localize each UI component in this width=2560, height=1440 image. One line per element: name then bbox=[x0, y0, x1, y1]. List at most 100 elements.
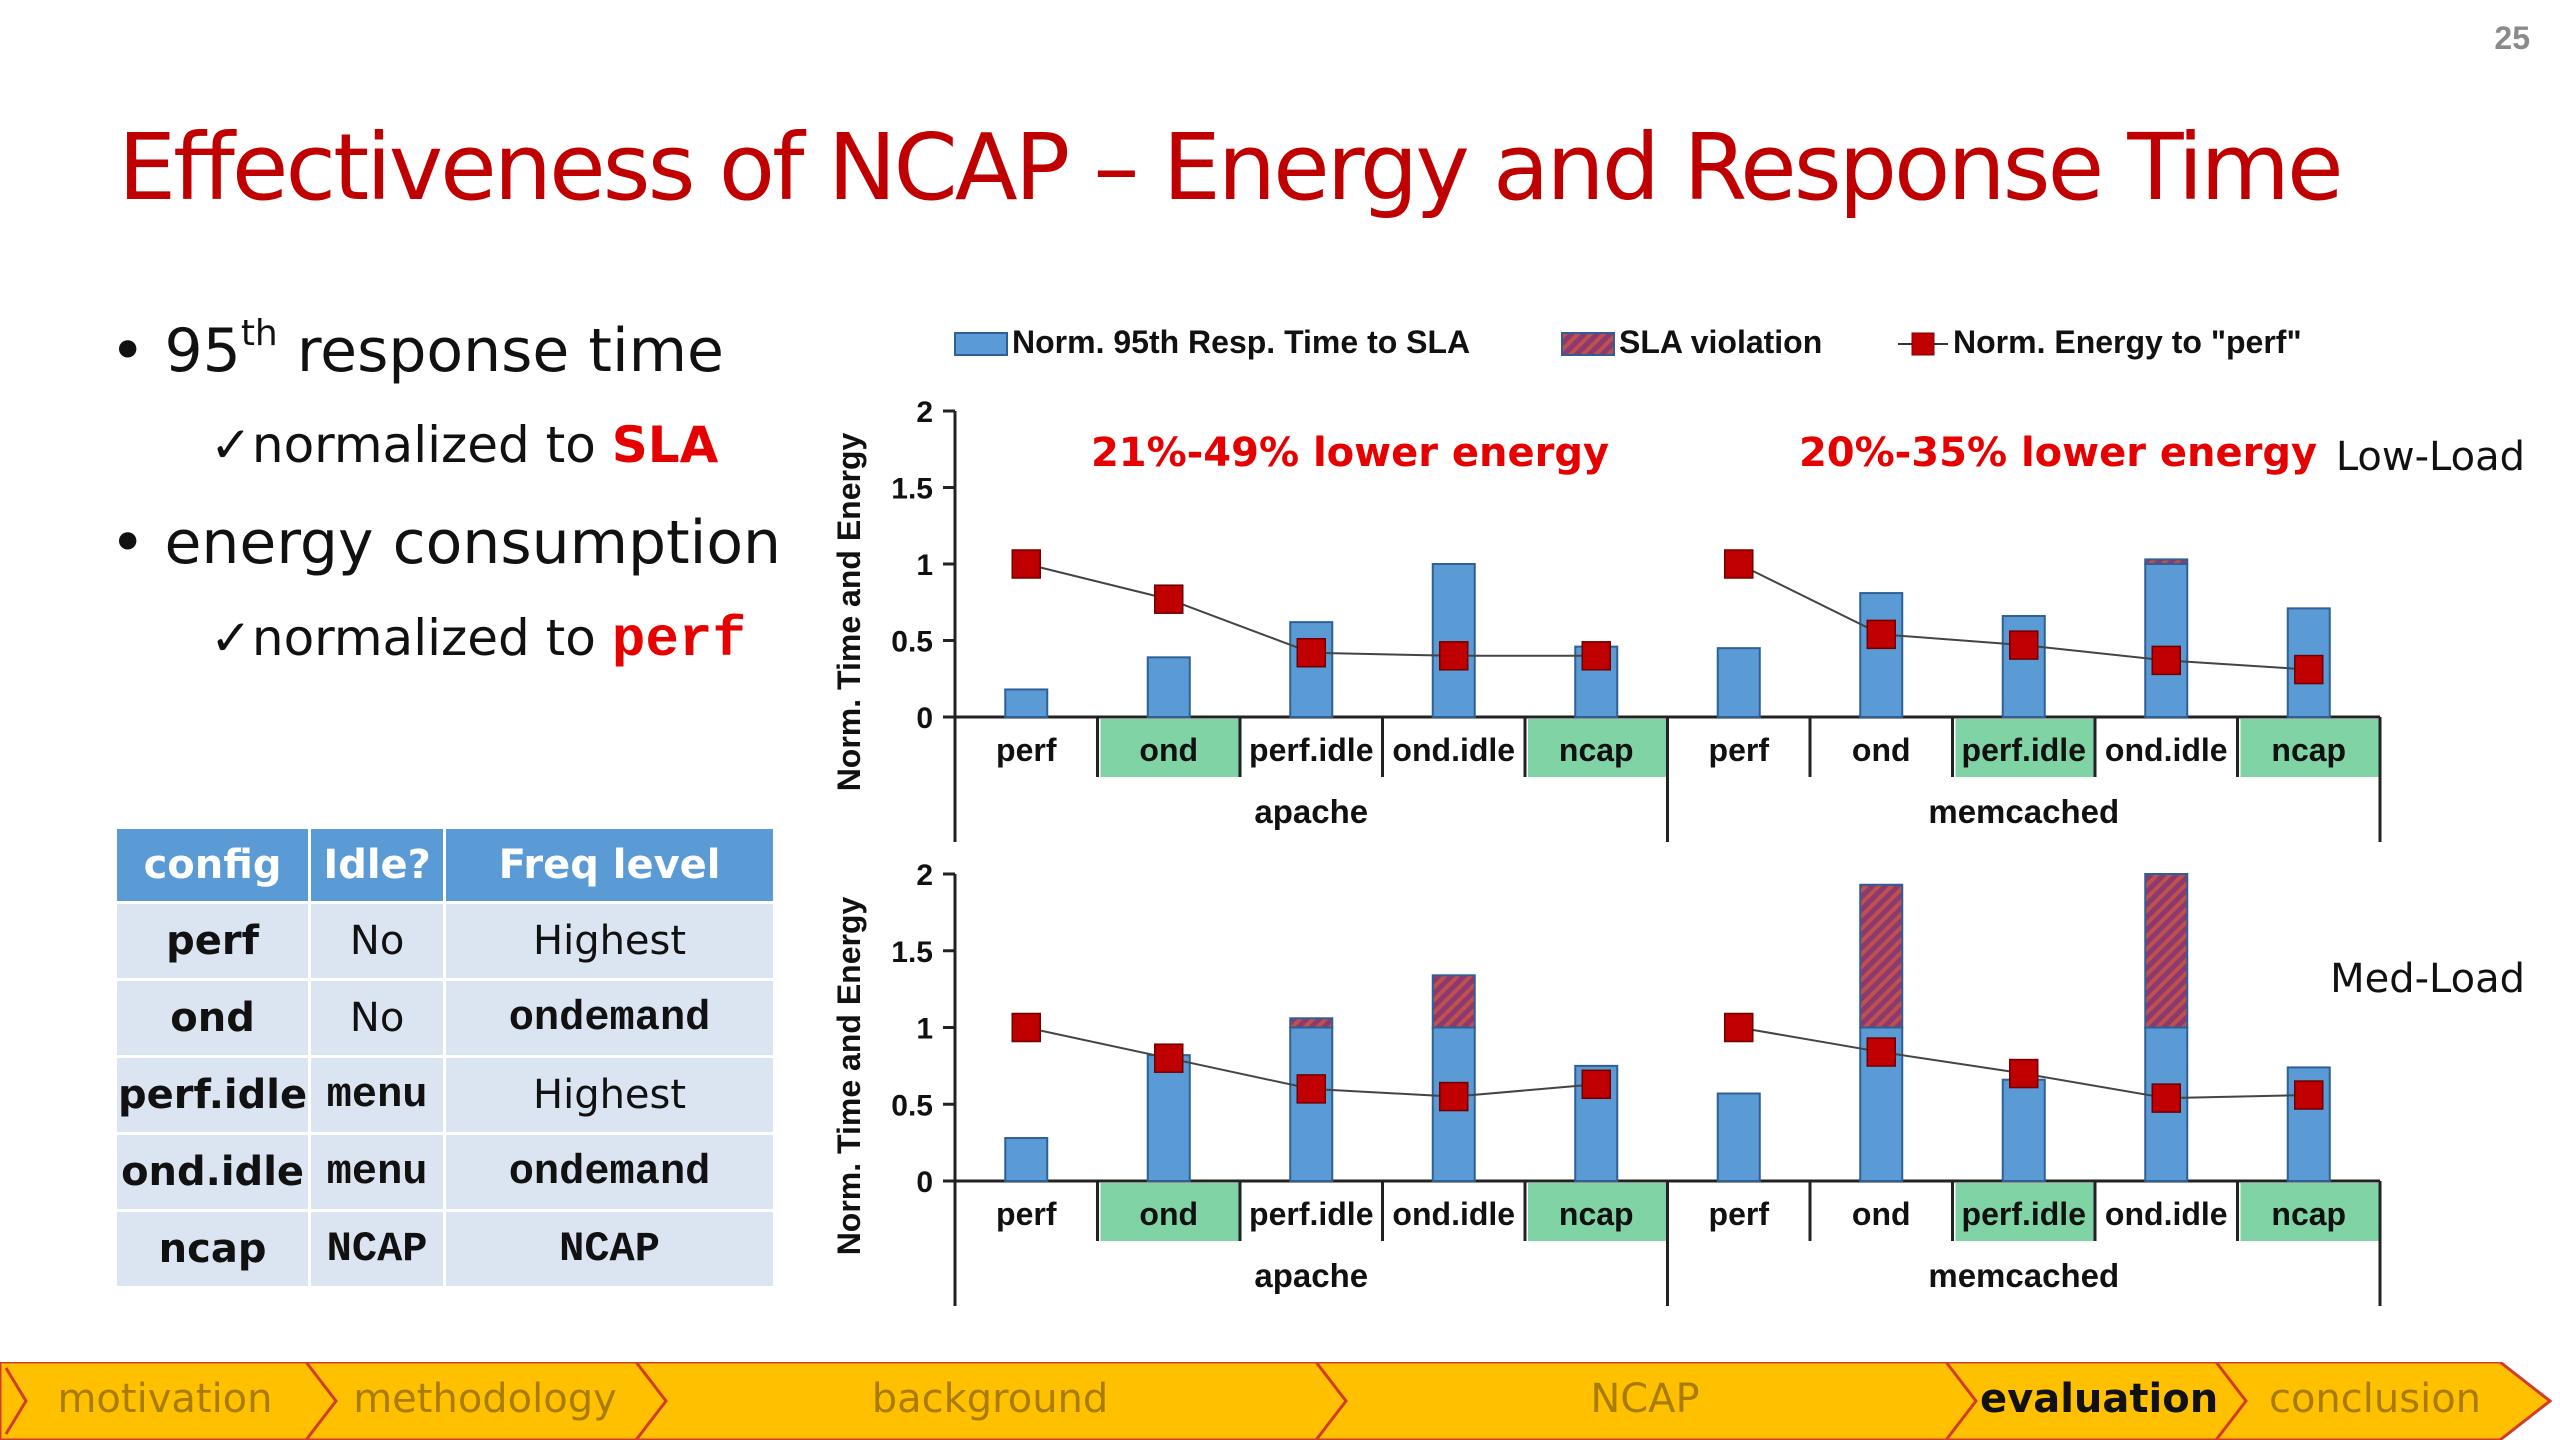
x-tick-label: perf bbox=[1709, 732, 1770, 768]
table-header-row: config Idle? Freq level bbox=[117, 829, 773, 901]
x-tick-label: perf bbox=[1709, 1196, 1770, 1232]
x-group-label: apache bbox=[1254, 793, 1368, 830]
panel-label: Low-Load bbox=[2336, 434, 2525, 480]
energy-marker bbox=[2151, 1083, 2181, 1113]
breadcrumb-item-motivation[interactable]: motivation bbox=[57, 1376, 273, 1422]
energy-marker bbox=[1724, 1012, 1754, 1043]
table-row: ond.idle menu ondemand bbox=[117, 1135, 773, 1209]
table-cell: No bbox=[311, 981, 444, 1055]
breadcrumb-item-conclusion[interactable]: conclusion bbox=[2268, 1376, 2482, 1422]
breadcrumb-chevron bbox=[2214, 1362, 2248, 1440]
y-tick-label: 2 bbox=[916, 859, 933, 892]
x-group-label: apache bbox=[1254, 1257, 1368, 1294]
breadcrumb-background bbox=[0, 1362, 2553, 1440]
breadcrumb-item-methodology[interactable]: methodology bbox=[353, 1376, 617, 1422]
y-tick-label: 1.5 bbox=[891, 936, 933, 969]
category-highlight bbox=[1955, 1183, 2094, 1241]
bar bbox=[1289, 621, 1334, 719]
perf-highlight: perf bbox=[611, 608, 747, 672]
energy-marker bbox=[1866, 619, 1896, 650]
category-highlight bbox=[1100, 719, 1239, 777]
energy-marker bbox=[2009, 1058, 2039, 1089]
table-cell: NCAP bbox=[446, 1212, 773, 1286]
x-tick-label: ncap bbox=[2271, 732, 2346, 768]
bullet-superscript: th bbox=[240, 313, 278, 354]
table-row: ond No ondemand bbox=[117, 981, 773, 1055]
category-highlight bbox=[2240, 1183, 2379, 1241]
y-tick-label: 0.5 bbox=[891, 1089, 933, 1122]
breadcrumb-item-ncap[interactable]: NCAP bbox=[1590, 1376, 1700, 1422]
x-tick-label: ond.idle bbox=[2105, 1196, 2228, 1232]
energy-marker bbox=[2151, 645, 2181, 676]
energy-marker bbox=[1581, 641, 1611, 671]
legend-violation-label: SLA violation bbox=[1619, 324, 1822, 360]
breadcrumb-bar bbox=[0, 1362, 2553, 1440]
y-tick-label: 1 bbox=[916, 1013, 933, 1046]
violation-bar bbox=[2144, 558, 2189, 565]
violation-bar bbox=[1431, 974, 1476, 1029]
y-tick-label: 0 bbox=[916, 702, 933, 735]
x-tick-label: ncap bbox=[2271, 1196, 2346, 1232]
config-table: config Idle? Freq level perf No Highest … bbox=[114, 826, 776, 1289]
breadcrumb-chevron bbox=[1944, 1362, 1978, 1440]
bar bbox=[1289, 1026, 1334, 1182]
slide-title: Effectiveness of NCAP – Energy and Respo… bbox=[118, 114, 2344, 221]
legend-bar-label: Norm. 95th Resp. Time to SLA bbox=[1012, 324, 1470, 360]
slide-number: 25 bbox=[2494, 20, 2530, 56]
violation-bar bbox=[1859, 883, 1904, 1029]
charts-area: Norm. 95th Resp. Time to SLA SLA violati… bbox=[831, 324, 2525, 1306]
column-header: Idle? bbox=[311, 829, 444, 901]
x-tick-label: ond.idle bbox=[1392, 1196, 1515, 1232]
y-tick-label: 1 bbox=[916, 549, 933, 582]
x-tick-label: ond bbox=[1139, 732, 1198, 768]
y-axis-label: Norm. Time and Energy bbox=[831, 896, 867, 1255]
table-cell: perf bbox=[117, 904, 309, 978]
table-cell: No bbox=[311, 904, 444, 978]
breadcrumb-chevron bbox=[304, 1362, 338, 1440]
x-tick-label: ond.idle bbox=[1392, 732, 1515, 768]
bar bbox=[1431, 563, 1476, 718]
breadcrumb-item-evaluation[interactable]: evaluation bbox=[1980, 1376, 2219, 1422]
table-cell: perf.idle bbox=[117, 1058, 309, 1132]
legend-violation-swatch bbox=[1561, 332, 1615, 356]
sla-highlight: SLA bbox=[611, 416, 719, 474]
y-tick-label: 2 bbox=[916, 396, 933, 429]
column-header: config bbox=[117, 829, 309, 901]
breadcrumb-item-background[interactable]: background bbox=[871, 1376, 1109, 1422]
legend-marker-swatch bbox=[1911, 332, 1935, 356]
bullet-text: response time bbox=[277, 316, 724, 386]
energy-marker bbox=[1154, 1043, 1184, 1073]
sub-bullet-text: ✓normalized to bbox=[210, 609, 612, 667]
x-tick-label: perf.idle bbox=[1962, 1196, 2086, 1232]
bar bbox=[1716, 1092, 1761, 1183]
table-cell: Highest bbox=[446, 1058, 773, 1132]
column-header: Freq level bbox=[446, 829, 773, 901]
bar bbox=[1004, 688, 1049, 719]
violation-bar bbox=[1289, 1017, 1334, 1029]
energy-marker bbox=[1296, 637, 1326, 668]
table-cell: ond.idle bbox=[117, 1135, 309, 1209]
bar bbox=[1146, 656, 1191, 719]
x-group-label: memcached bbox=[1928, 1257, 2119, 1294]
energy-marker bbox=[1011, 549, 1041, 579]
table-cell: NCAP bbox=[311, 1212, 444, 1286]
panel-label: Med-Load bbox=[2330, 956, 2525, 1002]
energy-marker bbox=[1439, 1081, 1469, 1112]
energy-marker bbox=[1581, 1069, 1611, 1100]
x-tick-label: ond.idle bbox=[2105, 732, 2228, 768]
chart-panel-med-load: 0 0.5 1 1.5 2 Norm. Time and Energy perf ond per… bbox=[831, 859, 2525, 1306]
category-highlight bbox=[1100, 1183, 1239, 1241]
bullet-text: • 95 bbox=[110, 316, 241, 386]
category-highlight bbox=[1955, 719, 2094, 777]
x-tick-label: ncap bbox=[1559, 1196, 1634, 1232]
x-tick-label: perf.idle bbox=[1962, 732, 2086, 768]
x-tick-label: ncap bbox=[1559, 732, 1634, 768]
y-tick-label: 1.5 bbox=[891, 473, 933, 506]
x-tick-label: ond bbox=[1852, 732, 1911, 768]
category-highlight bbox=[1528, 1183, 1667, 1241]
sub-bullet-text: ✓normalized to bbox=[210, 416, 612, 474]
chart-annotation: 21%-49% lower energy bbox=[1091, 430, 1609, 476]
breadcrumb-chevron bbox=[1314, 1362, 1348, 1440]
energy-marker bbox=[2294, 1080, 2324, 1110]
x-tick-label: ond bbox=[1852, 1196, 1911, 1232]
